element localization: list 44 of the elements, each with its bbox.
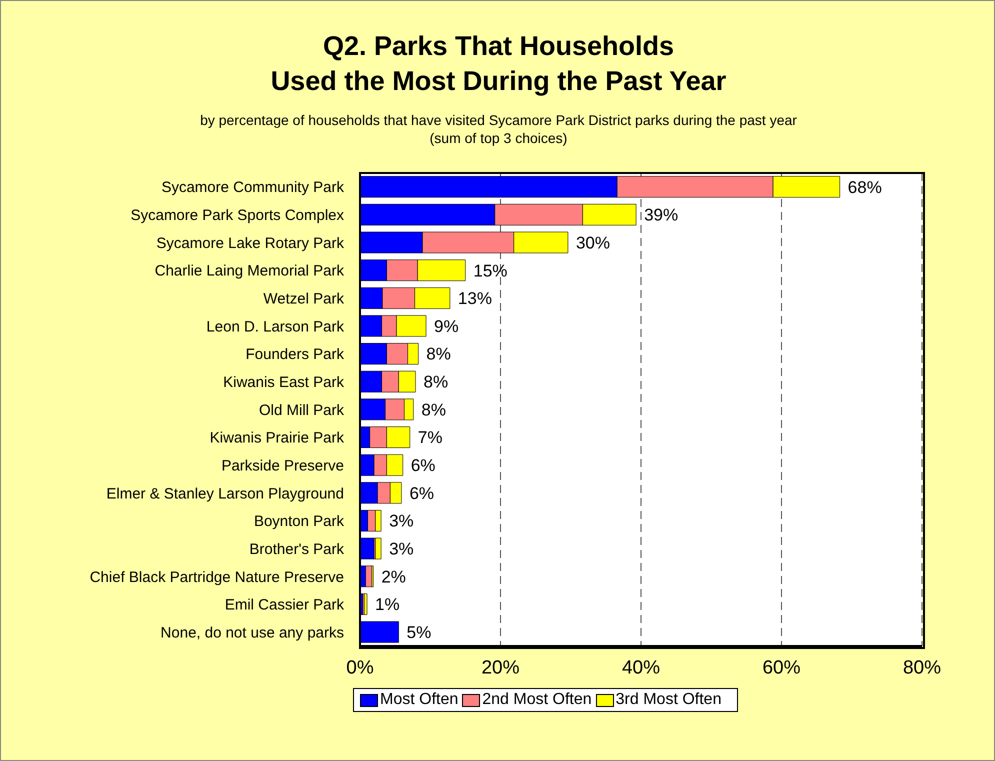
y-tick-label: Parkside Preserve — [221, 457, 344, 474]
total-label: 39% — [644, 206, 678, 225]
total-label: 8% — [423, 372, 448, 392]
y-tick-label: Sycamore Lake Rotary Park — [156, 234, 344, 252]
x-tick-label: 80% — [902, 657, 942, 678]
legend-label: 2nd Most Often — [482, 691, 592, 709]
total-label: 13% — [458, 289, 492, 308]
total-label: 8% — [421, 400, 446, 420]
y-tick-label: Leon D. Larson Park — [206, 318, 344, 336]
total-label: 6% — [409, 484, 434, 503]
total-label: 7% — [418, 428, 442, 448]
y-tick-label: Old Mill Park — [258, 402, 344, 419]
total-label: 2% — [381, 567, 406, 586]
y-tick-label: Sycamore Community Park — [161, 179, 344, 196]
y-tick-label: Wetzel Park — [263, 290, 344, 308]
total-label: 15% — [473, 261, 508, 280]
total-label: 3% — [389, 539, 414, 558]
chart-subtitle: by percentage of households that have visited Sycamore Park District parks during the past year (sum of top 3 choices) — [199, 111, 798, 147]
y-tick-label: Brother's Park — [249, 540, 344, 558]
total-label: 30% — [576, 233, 610, 252]
total-label: 3% — [389, 512, 414, 531]
x-tick-label: 60% — [762, 657, 801, 678]
total-label: 9% — [434, 316, 459, 336]
legend-label: Most Often — [380, 691, 458, 709]
y-tick-label: Founders Park — [246, 346, 344, 364]
total-label: 1% — [375, 595, 400, 614]
y-tick-label: Boynton Park — [254, 513, 344, 530]
chart-title: Q2. Parks That Households Used the Most During the Past Year — [270, 30, 728, 98]
y-tick-label: Emil Cassier Park — [224, 596, 344, 614]
x-tick-label: 20% — [481, 657, 520, 678]
y-tick-label: Kiwanis East Park — [223, 374, 344, 391]
legend-label: 3rd Most Often — [616, 691, 722, 709]
x-tick-label: 40% — [622, 657, 660, 678]
y-tick-label: Kiwanis Prairie Park — [210, 430, 344, 447]
total-label: 6% — [410, 456, 436, 476]
y-tick-label: Charlie Laing Memorial Park — [154, 262, 344, 280]
x-tick-label: 0% — [346, 657, 374, 678]
total-label: 68% — [848, 178, 882, 197]
y-tick-label: None, do not use any parks — [160, 624, 344, 642]
y-tick-label: Elmer & Stanley Larson Playground — [106, 485, 344, 502]
y-tick-label: Sycamore Park Sports Complex — [130, 207, 344, 224]
total-label: 8% — [426, 344, 451, 364]
y-tick-label: Chief Black Partridge Nature Preserve — [90, 568, 344, 586]
total-label: 5% — [406, 622, 432, 642]
